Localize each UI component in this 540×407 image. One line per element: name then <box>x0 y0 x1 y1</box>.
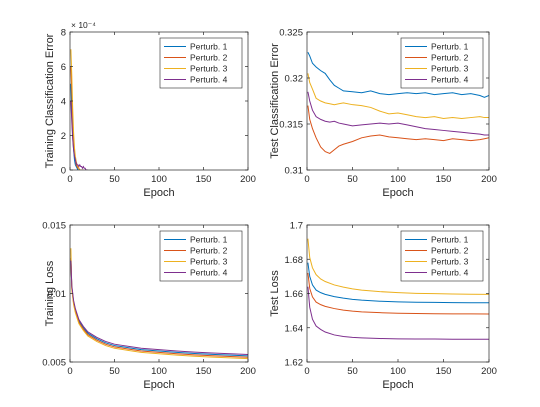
y-axis-label: Test Classification Error <box>269 43 281 159</box>
train-err-series-line <box>70 49 84 170</box>
legend-label: Perturb. 4 <box>190 75 228 85</box>
test-err-chart: 0 50 100 150 200 0.31 0.315 0.32 0.325 Epoch Test … <box>269 28 497 200</box>
y-tick-label: 8 <box>61 28 66 39</box>
x-tick-label: 200 <box>481 366 497 377</box>
legend-label: Perturb. 1 <box>431 235 469 245</box>
test-err-series-line <box>307 73 489 119</box>
legend-label: Perturb. 2 <box>431 246 469 256</box>
y-tick-label: 6 <box>61 62 66 73</box>
x-tick-label: 200 <box>240 366 256 377</box>
test-loss-series-line <box>307 238 489 295</box>
legend-label: Perturb. 1 <box>431 42 469 52</box>
y-tick-label: 1.7 <box>290 221 303 232</box>
legend-label: Perturb. 3 <box>190 64 228 74</box>
y-axis-label: Training Classification Error <box>44 33 56 168</box>
x-tick-label: 200 <box>481 174 497 185</box>
test-loss-series-line <box>307 262 489 304</box>
x-tick-label: 150 <box>436 174 452 185</box>
legend-label: Perturb. 4 <box>431 75 469 85</box>
x-tick-label: 100 <box>390 366 406 377</box>
test-loss-series-line <box>307 272 489 315</box>
y-tick-label: 4 <box>61 97 66 108</box>
y-axis-label: Training Loss <box>44 260 56 326</box>
y-tick-label: 0 <box>61 166 66 177</box>
y-tick-label: 0.005 <box>42 358 66 369</box>
x-tick-label: 0 <box>304 174 309 185</box>
x-tick-label: 150 <box>436 366 452 377</box>
x-tick-label: 200 <box>240 174 256 185</box>
x-tick-label: 100 <box>390 174 406 185</box>
test-err-series-line <box>307 52 489 98</box>
test-err-series-line <box>307 105 489 155</box>
train-loss-chart: 0 50 100 150 200 0.005 0.01 0.015 Epoch Training … <box>42 221 256 392</box>
y-tick-label: 0.015 <box>42 221 66 232</box>
x-axis-label: Epoch <box>382 379 413 391</box>
x-tick-label: 150 <box>196 174 212 185</box>
y-tick-label: 0.325 <box>279 28 303 39</box>
y-tick-label: 0.315 <box>279 120 303 131</box>
x-tick-label: 100 <box>151 366 167 377</box>
legend-label: Perturb. 3 <box>431 257 469 267</box>
x-tick-label: 0 <box>67 174 72 185</box>
y-tick-label: 1.62 <box>285 358 304 369</box>
x-tick-label: 150 <box>196 366 212 377</box>
x-tick-label: 50 <box>109 366 120 377</box>
y-tick-label: 1.64 <box>285 323 304 334</box>
legend-label: Perturb. 3 <box>431 64 469 74</box>
legend-label: Perturb. 2 <box>190 246 228 256</box>
legend-label: Perturb. 4 <box>190 268 228 278</box>
y-exponent-label: × 10⁻⁴ <box>71 20 96 30</box>
test-loss-series-line <box>307 286 489 340</box>
x-axis-label: Epoch <box>382 187 413 199</box>
test-loss-chart: 0 50 100 150 200 1.62 1.64 1.66 1.68 1.7 Epoch Test… <box>269 221 497 392</box>
legend-label: Perturb. 2 <box>431 53 469 63</box>
train-loss-series-line <box>70 260 248 355</box>
y-tick-label: 1.66 <box>285 289 304 300</box>
train-loss-series-line <box>70 248 248 360</box>
train-err-chart: 0 50 100 150 200 0 2 4 6 8 Epoch Training Classific… <box>44 20 256 199</box>
legend-label: Perturb. 2 <box>190 53 228 63</box>
train-err-series-line <box>70 100 88 170</box>
y-axis-label: Test Loss <box>269 270 281 317</box>
legend-label: Perturb. 1 <box>190 42 228 52</box>
x-axis-label: Epoch <box>143 379 174 391</box>
legend-label: Perturb. 3 <box>190 257 228 267</box>
x-tick-label: 50 <box>347 174 358 185</box>
x-axis-label: Epoch <box>143 187 174 199</box>
x-tick-label: 0 <box>304 366 309 377</box>
x-tick-label: 100 <box>151 174 167 185</box>
y-tick-label: 2 <box>61 131 66 142</box>
y-tick-label: 0.01 <box>48 289 67 300</box>
y-tick-label: 0.31 <box>285 166 304 177</box>
x-tick-label: 0 <box>67 366 72 377</box>
legend-label: Perturb. 1 <box>190 235 228 245</box>
y-tick-label: 0.32 <box>285 74 304 85</box>
x-tick-label: 50 <box>347 366 358 377</box>
x-tick-label: 50 <box>109 174 120 185</box>
y-tick-label: 1.68 <box>285 255 304 266</box>
legend-label: Perturb. 4 <box>431 268 469 278</box>
test-err-series-line <box>307 91 489 136</box>
